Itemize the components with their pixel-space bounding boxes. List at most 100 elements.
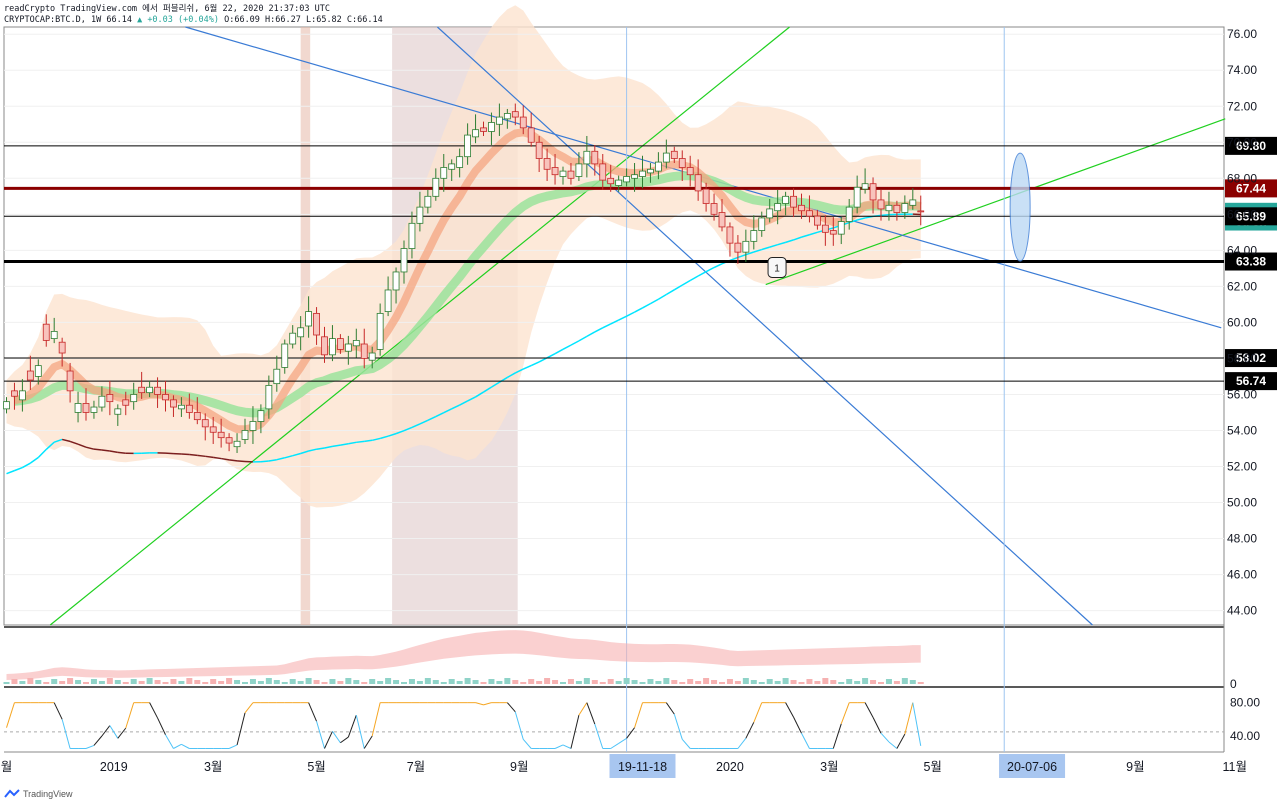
- x-tick-label: 2019: [100, 760, 128, 774]
- x-tick-highlight: [999, 754, 1066, 778]
- candle-body: [495, 116, 503, 125]
- long-ma-segment: [85, 446, 95, 450]
- long-ma-segment: [522, 364, 532, 370]
- candle-body: [98, 395, 106, 408]
- annotation-label: 1: [774, 263, 780, 274]
- osc1-bar: [711, 680, 718, 684]
- osc2-line-segment: [673, 713, 683, 740]
- candle-body: [647, 168, 654, 174]
- y-tick-label: 68.00: [1227, 171, 1257, 185]
- osc1-bar: [862, 678, 869, 684]
- long-ma-segment: [673, 284, 683, 291]
- osc2-line-segment: [61, 719, 71, 749]
- osc1-bar: [591, 680, 598, 684]
- long-ma-segment: [364, 439, 373, 443]
- osc2-line-segment: [332, 731, 341, 744]
- candle-body: [392, 271, 400, 291]
- osc2-line-segment: [181, 743, 190, 749]
- long-ma-segment: [205, 455, 214, 459]
- osc2-line-segment: [681, 739, 691, 749]
- level-price-box: [1225, 136, 1277, 155]
- osc1-bar: [703, 678, 710, 684]
- chart-header: readCrypto TradingView.com 에서 퍼블리쉬, 6월 2…: [4, 4, 383, 26]
- long-ma-segment: [356, 440, 365, 444]
- last-price: 66.14: [106, 15, 132, 25]
- long-ma-segment: [602, 323, 612, 329]
- osc2-line-segment: [371, 702, 381, 737]
- candle-body: [273, 368, 281, 385]
- long-ma-segment: [236, 460, 246, 463]
- candle-body: [702, 188, 710, 204]
- candle-body: [694, 174, 702, 192]
- long-ma-segment: [443, 408, 453, 414]
- osc1-bar: [146, 678, 153, 684]
- osc1-bar: [814, 681, 821, 684]
- osc1-bar: [202, 682, 209, 684]
- osc1-bar: [854, 681, 861, 684]
- y-tick-label: 70.00: [1227, 135, 1257, 149]
- long-ma-segment: [45, 441, 55, 450]
- osc2-line-segment: [157, 717, 166, 735]
- osc2-line-segment: [745, 722, 755, 739]
- osc1-bar: [98, 681, 105, 684]
- osc1-bar: [297, 681, 304, 684]
- candle-body: [814, 215, 821, 226]
- candle-body: [11, 390, 18, 397]
- osc1-bar: [496, 681, 503, 684]
- osc2-line-segment: [475, 702, 484, 706]
- candle-body: [185, 404, 193, 413]
- osc1-bar: [599, 682, 606, 684]
- osc2-line-segment: [586, 702, 596, 725]
- candle-body: [511, 111, 519, 118]
- y-tick-label: 74.00: [1227, 63, 1257, 77]
- osc1-bar: [265, 678, 272, 684]
- osc1-bar: [615, 681, 622, 684]
- candle-body: [321, 336, 328, 356]
- x-tick-label: 20-07-06: [1007, 760, 1057, 774]
- osc1-bar: [329, 679, 336, 684]
- osc1-bar: [35, 680, 42, 684]
- osc1-bar: [313, 680, 320, 684]
- long-ma-segment: [793, 236, 802, 241]
- long-ma-segment: [197, 454, 206, 458]
- level-price-label: 69.80: [1236, 139, 1266, 153]
- candle-body: [662, 152, 670, 163]
- candle-body: [639, 170, 646, 177]
- long-ma-segment: [284, 454, 293, 459]
- long-ma-segment: [419, 419, 429, 425]
- footer: TradingView: [4, 789, 73, 799]
- long-ma-segment: [372, 437, 381, 442]
- candle-body: [543, 158, 551, 170]
- osc1-bar: [162, 682, 169, 684]
- annotation-box: [767, 256, 787, 278]
- y-tick-label: 66.00: [1227, 207, 1257, 221]
- candle-body: [432, 177, 440, 197]
- long-ma-segment: [93, 448, 102, 451]
- osc1-bar: [893, 681, 900, 684]
- osc1-bar: [520, 682, 527, 684]
- candle-body: [591, 150, 599, 165]
- x-tick-label: 3월: [820, 760, 838, 774]
- long-ma-segment: [109, 450, 118, 454]
- x-tick-label: 11월: [1223, 760, 1247, 774]
- level-price-box: [1225, 207, 1277, 226]
- osc2-line-segment: [610, 742, 619, 749]
- candle-body: [26, 370, 34, 381]
- osc1-bar: [138, 681, 145, 684]
- level-price-label: 58.02: [1236, 351, 1266, 365]
- candle-body: [305, 311, 313, 327]
- long-ma-segment: [530, 361, 540, 367]
- target-oval: [1009, 152, 1031, 262]
- x-tick-label: 5월: [307, 760, 325, 774]
- candle-body: [18, 390, 26, 401]
- osc1-bar: [838, 682, 845, 684]
- long-ma-segment: [37, 448, 47, 459]
- osc1-bar: [639, 682, 646, 684]
- osc2-line-segment: [665, 702, 675, 715]
- x-tick-label: 9월: [510, 760, 528, 774]
- long-ma-segment: [697, 271, 707, 277]
- osc1-bar: [536, 681, 543, 684]
- osc1-bar: [631, 680, 638, 684]
- osc1-bar: [194, 680, 201, 684]
